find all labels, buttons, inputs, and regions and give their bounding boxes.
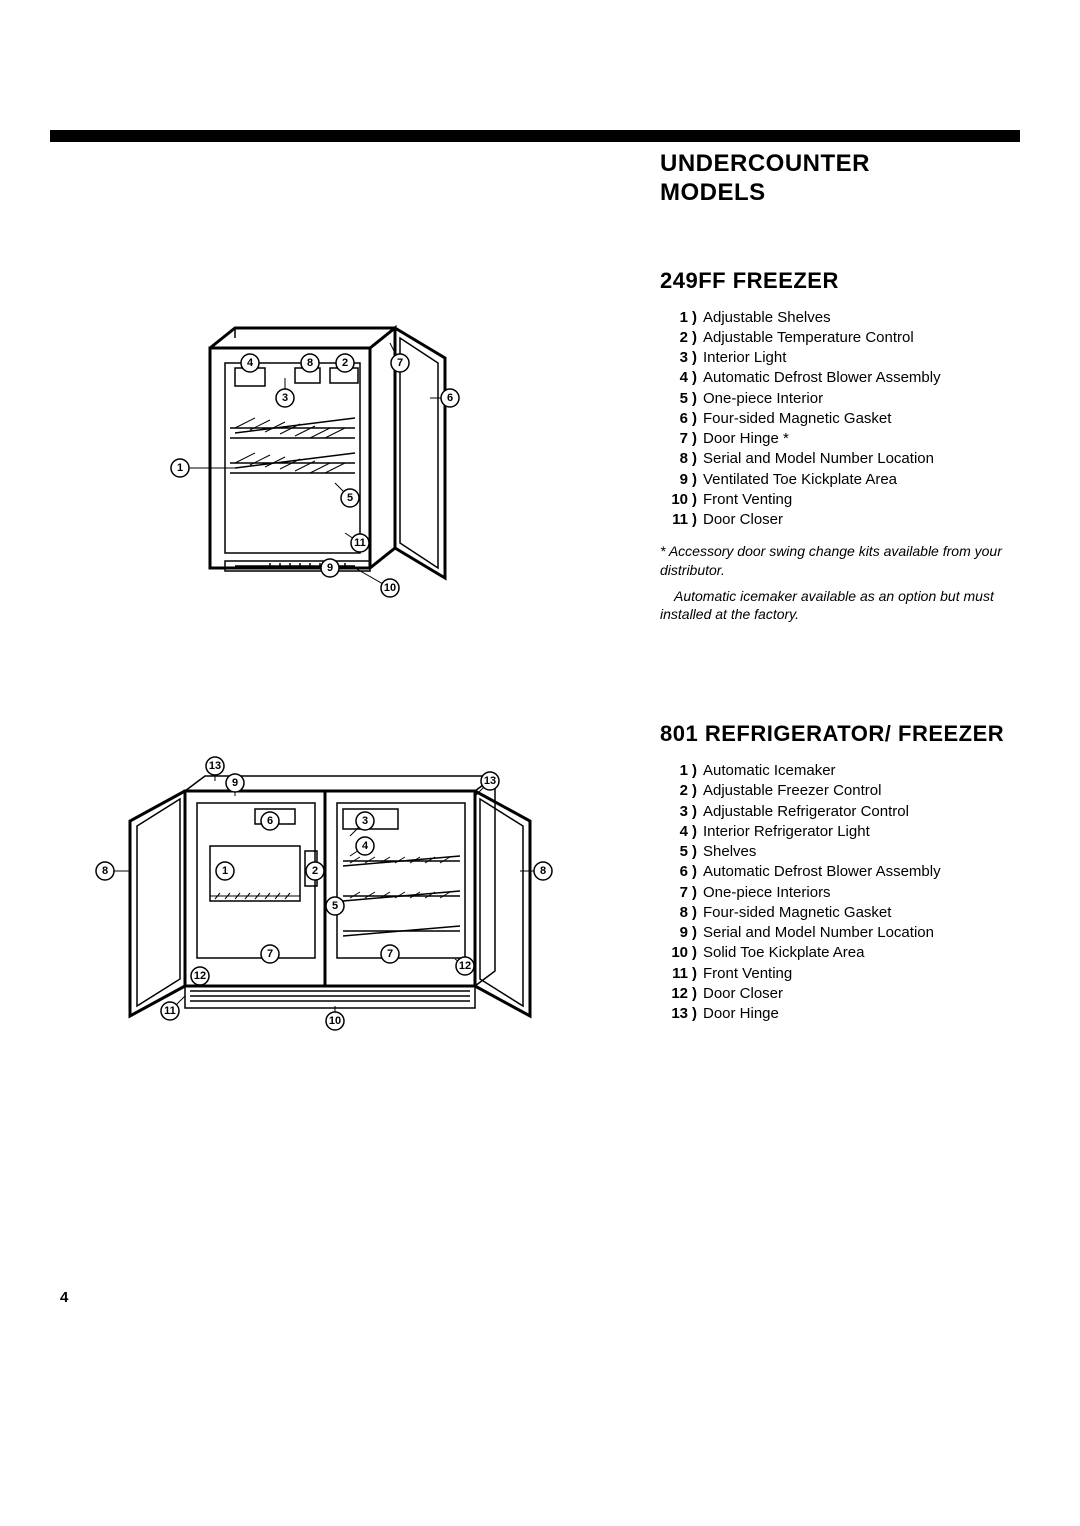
- header-line2: MODELS: [660, 179, 1020, 208]
- feature-item: 6)Four-sided Magnetic Gasket: [660, 409, 1020, 429]
- svg-text:11: 11: [164, 1005, 176, 1017]
- svg-text:2: 2: [342, 357, 348, 369]
- feature-list-249ff: 1)Adjustable Shelves2)Adjustable Tempera…: [660, 308, 1020, 531]
- svg-text:7: 7: [387, 948, 393, 960]
- svg-text:4: 4: [247, 357, 254, 369]
- diagram-249ff: 1 2 3 4 5 6 7 8 9 10 11: [50, 268, 610, 632]
- feature-item: 3)Adjustable Refrigerator Control: [660, 802, 1020, 822]
- diagram-801: 12345678891011121213137: [50, 721, 610, 1051]
- note1: * Accessory door swing change kits avail…: [660, 542, 1020, 578]
- svg-text:8: 8: [102, 865, 108, 877]
- feature-item: 4)Automatic Defrost Blower Assembly: [660, 368, 1020, 388]
- note2: Automatic icemaker available as an optio…: [660, 587, 1020, 623]
- feature-item: 10)Front Venting: [660, 490, 1020, 510]
- feature-item: 1)Automatic Icemaker: [660, 761, 1020, 781]
- feature-item: 9)Serial and Model Number Location: [660, 923, 1020, 943]
- feature-item: 6)Automatic Defrost Blower Assembly: [660, 862, 1020, 882]
- feature-item: 5)Shelves: [660, 842, 1020, 862]
- svg-text:8: 8: [540, 865, 546, 877]
- svg-text:8: 8: [307, 357, 313, 369]
- feature-item: 10)Solid Toe Kickplate Area: [660, 943, 1020, 963]
- feature-item: 12)Door Closer: [660, 984, 1020, 1004]
- svg-text:3: 3: [282, 392, 288, 404]
- feature-item: 3)Interior Light: [660, 348, 1020, 368]
- svg-text:10: 10: [384, 582, 396, 594]
- svg-text:4: 4: [362, 840, 369, 852]
- svg-text:13: 13: [209, 760, 221, 772]
- top-rule: [50, 130, 1020, 142]
- svg-text:12: 12: [194, 970, 206, 982]
- svg-text:6: 6: [447, 392, 453, 404]
- svg-text:12: 12: [459, 960, 471, 972]
- section-801: 12345678891011121213137 801 REFRIGERATOR…: [50, 721, 1020, 1051]
- svg-text:13: 13: [484, 775, 496, 787]
- feature-item: 4)Interior Refrigerator Light: [660, 822, 1020, 842]
- feature-item: 5)One-piece Interior: [660, 389, 1020, 409]
- svg-text:1: 1: [222, 865, 228, 877]
- svg-text:6: 6: [267, 815, 273, 827]
- svg-text:1: 1: [177, 462, 183, 474]
- svg-text:7: 7: [267, 948, 273, 960]
- feature-item: 2)Adjustable Temperature Control: [660, 328, 1020, 348]
- page-header: UNDERCOUNTER MODELS: [660, 150, 1020, 208]
- svg-text:3: 3: [362, 815, 368, 827]
- section-249ff: 1 2 3 4 5 6 7 8 9 10 11 249FF FREEZER 1)Adjustable…: [50, 268, 1020, 632]
- section2-title: 801 REFRIGERATOR/ FREEZER: [660, 721, 1020, 747]
- feature-item: 8)Four-sided Magnetic Gasket: [660, 903, 1020, 923]
- feature-item: 13)Door Hinge: [660, 1004, 1020, 1024]
- section1-notes: * Accessory door swing change kits avail…: [660, 542, 1020, 623]
- svg-text:7: 7: [397, 357, 403, 369]
- section1-title: 249FF FREEZER: [660, 268, 1020, 294]
- page-number: 4: [60, 1289, 68, 1306]
- feature-item: 9)Ventilated Toe Kickplate Area: [660, 470, 1020, 490]
- feature-item: 1)Adjustable Shelves: [660, 308, 1020, 328]
- svg-text:9: 9: [327, 562, 333, 574]
- svg-text:5: 5: [332, 900, 338, 912]
- svg-text:9: 9: [232, 777, 238, 789]
- feature-list-801: 1)Automatic Icemaker2)Adjustable Freezer…: [660, 761, 1020, 1024]
- feature-item: 11)Door Closer: [660, 510, 1020, 530]
- feature-item: 11)Front Venting: [660, 964, 1020, 984]
- feature-item: 7)One-piece Interiors: [660, 883, 1020, 903]
- svg-text:10: 10: [329, 1015, 341, 1027]
- feature-item: 7)Door Hinge *: [660, 429, 1020, 449]
- callouts-1: [180, 343, 450, 588]
- svg-text:5: 5: [347, 492, 353, 504]
- svg-text:11: 11: [354, 537, 366, 549]
- header-line1: UNDERCOUNTER: [660, 150, 1020, 179]
- feature-item: 2)Adjustable Freezer Control: [660, 781, 1020, 801]
- svg-text:2: 2: [312, 865, 318, 877]
- feature-item: 8)Serial and Model Number Location: [660, 449, 1020, 469]
